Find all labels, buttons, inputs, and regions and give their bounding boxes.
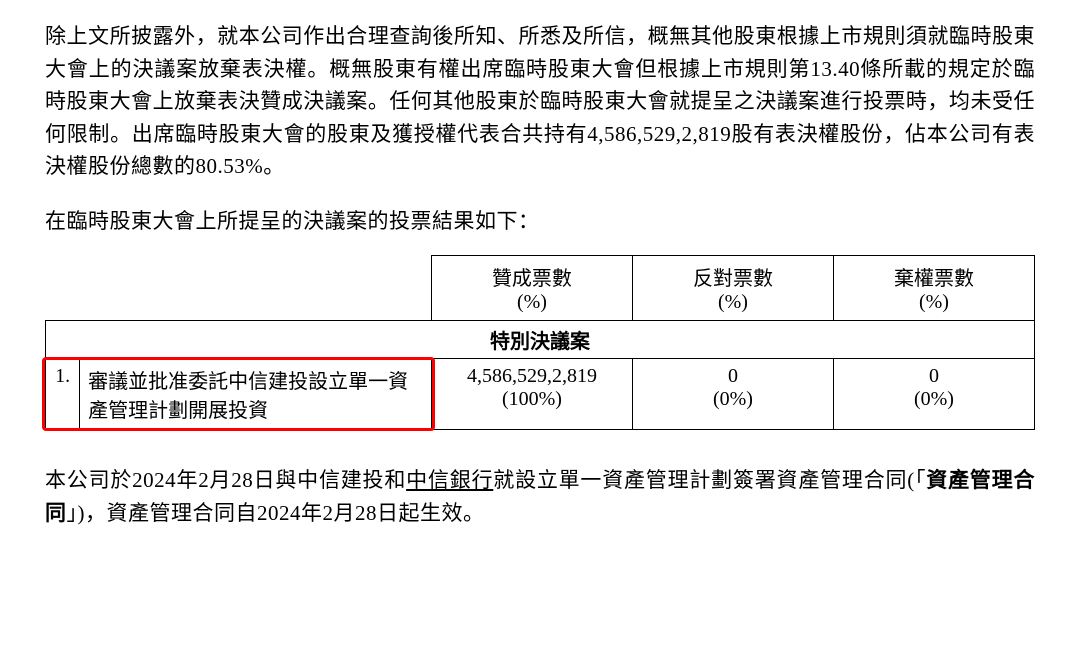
against-pct: (%) xyxy=(718,291,748,313)
section-row: 特別決議案 xyxy=(46,321,1035,359)
abstain-cell: 0 (0%) xyxy=(833,359,1034,430)
for-pct: (%) xyxy=(517,291,547,313)
results-intro: 在臨時股東大會上所提呈的決議案的投票結果如下： xyxy=(45,205,1035,238)
col-against-header: 反對票數 (%) xyxy=(632,256,833,321)
abstain-pct-value: (0%) xyxy=(842,388,1026,411)
closing-text-2: 就設立單一資產管理計劃簽署資產管理合同(「 xyxy=(493,468,926,492)
intro-paragraph: 除上文所披露外，就本公司作出合理查詢後所知、所悉及所信，概無其他股東根據上市規則… xyxy=(45,20,1035,183)
for-label: 贊成票數 xyxy=(492,268,572,290)
table-header-row: 贊成票數 (%) 反對票數 (%) 棄權票數 (%) xyxy=(46,256,1035,321)
row-index-cell: 1. xyxy=(46,359,80,430)
for-pct-value: (100%) xyxy=(440,388,624,411)
resolution-cell: 審議並批准委託中信建投設立單一資產管理計劃開展投資 xyxy=(80,359,432,430)
for-cell: 4,586,529,2,819 (100%) xyxy=(431,359,632,430)
row-index: 1. xyxy=(55,365,70,387)
col-abstain-header: 棄權票數 (%) xyxy=(833,256,1034,321)
closing-text-1: 本公司於2024年2月28日與中信建投和 xyxy=(45,468,406,492)
abstain-pct: (%) xyxy=(919,291,949,313)
vote-results-table: 贊成票數 (%) 反對票數 (%) 棄權票數 (%) 特別決議案 1. 審議並批… xyxy=(45,255,1035,430)
against-cell: 0 (0%) xyxy=(632,359,833,430)
section-label: 特別決議案 xyxy=(46,321,1035,359)
abstain-count: 0 xyxy=(929,365,939,387)
col-for-header: 贊成票數 (%) xyxy=(431,256,632,321)
against-label: 反對票數 xyxy=(693,268,773,290)
for-count: 4,586,529,2,819 xyxy=(467,365,597,387)
closing-paragraph: 本公司於2024年2月28日與中信建投和中信銀行就設立單一資產管理計劃簽署資產管… xyxy=(45,464,1035,529)
table-row: 1. 審議並批准委託中信建投設立單一資產管理計劃開展投資 4,586,529,2… xyxy=(46,359,1035,430)
against-pct-value: (0%) xyxy=(641,388,825,411)
against-count: 0 xyxy=(728,365,738,387)
underlined-entity: 中信銀行 xyxy=(406,468,493,492)
abstain-label: 棄權票數 xyxy=(894,268,974,290)
blank-header xyxy=(46,256,432,321)
closing-text-3: 」)，資產管理合同自2024年2月28日起生效。 xyxy=(67,501,485,525)
